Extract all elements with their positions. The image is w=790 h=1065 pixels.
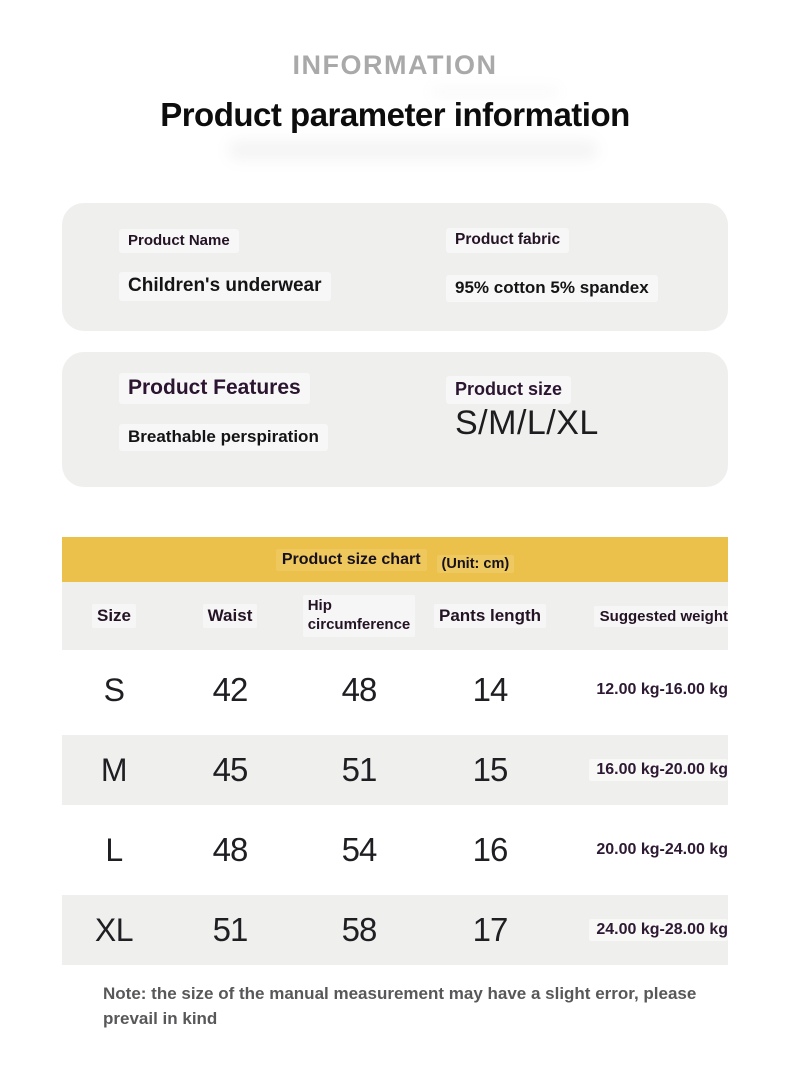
product-name-value: Children's underwear (119, 272, 331, 301)
hip-cell: 48 (341, 671, 378, 708)
column-header-suggested-weight: Suggested weight (593, 605, 728, 627)
product-features-value: Breathable perspiration (119, 424, 328, 451)
column-header-pants-length: Pants length (433, 604, 546, 628)
product-name-value-text: Children's underwear (119, 272, 331, 301)
size-chart-table: Product size chart (Unit: cm) Size Waist… (62, 537, 728, 970)
product-fabric-label: Product fabric (446, 228, 570, 253)
product-fabric-value: 95% cotton 5% spandex (446, 275, 658, 302)
pants-length-cell: 14 (472, 671, 509, 708)
product-size-value: S/M/L/XL (455, 404, 599, 442)
pants-length-cell: 16 (472, 831, 509, 868)
size-chart-title-band: Product size chart (Unit: cm) (62, 537, 728, 582)
table-row-l: L 48 54 16 20.00 kg-24.00 kg (62, 810, 728, 890)
suggested-weight-cell: 12.00 kg-16.00 kg (589, 679, 728, 701)
product-fabric-label-text: Product fabric (446, 228, 570, 253)
product-features-label: Product Features (119, 373, 310, 404)
product-features-label-text: Product Features (119, 373, 310, 404)
size-cell: XL (94, 911, 134, 948)
product-name-label-text: Product Name (119, 229, 239, 253)
product-fabric-value-text: 95% cotton 5% spandex (446, 275, 658, 302)
product-features-value-text: Breathable perspiration (119, 424, 328, 451)
waist-cell: 45 (212, 751, 249, 788)
ghost-watermark (430, 87, 560, 97)
section-eyebrow: INFORMATION (292, 50, 498, 80)
size-cell: S (103, 671, 125, 708)
product-info-card: Product Name Children's underwear Produc… (62, 203, 728, 331)
suggested-weight-cell: 16.00 kg-20.00 kg (589, 759, 728, 781)
hip-cell: 58 (341, 911, 378, 948)
hip-cell: 54 (341, 831, 378, 868)
suggested-weight-cell: 20.00 kg-24.00 kg (589, 839, 728, 861)
product-size-label-text: Product size (446, 376, 572, 404)
table-row-xl: XL 51 58 17 24.00 kg-28.00 kg (62, 890, 728, 970)
size-chart-unit-label: (Unit: cm) (436, 554, 515, 573)
column-header-size: Size (91, 604, 137, 628)
pants-length-cell: 15 (472, 751, 509, 788)
product-name-label: Product Name (119, 229, 239, 253)
product-size-label: Product size (446, 376, 572, 404)
ghost-watermark (228, 140, 598, 160)
pants-length-cell: 17 (472, 911, 509, 948)
page-title: Product parameter information (160, 96, 630, 133)
size-chart-title: Product size chart (275, 548, 427, 571)
product-features-card: Product Features Breathable perspiration… (62, 352, 728, 487)
size-chart-header-row: Size Waist Hip circumference Pants lengt… (62, 582, 728, 650)
waist-cell: 51 (212, 911, 249, 948)
size-cell: L (105, 831, 123, 868)
waist-cell: 48 (212, 831, 249, 868)
size-cell: M (100, 751, 128, 788)
column-header-waist: Waist (202, 604, 258, 628)
measurement-note: Note: the size of the manual measurement… (103, 984, 697, 1028)
suggested-weight-cell: 24.00 kg-28.00 kg (589, 919, 728, 941)
table-row-s: S 42 48 14 12.00 kg-16.00 kg (62, 650, 728, 730)
table-row-m: M 45 51 15 16.00 kg-20.00 kg (62, 730, 728, 810)
waist-cell: 42 (212, 671, 249, 708)
hip-cell: 51 (341, 751, 378, 788)
column-header-hip-circumference: Hip circumference (302, 595, 416, 637)
